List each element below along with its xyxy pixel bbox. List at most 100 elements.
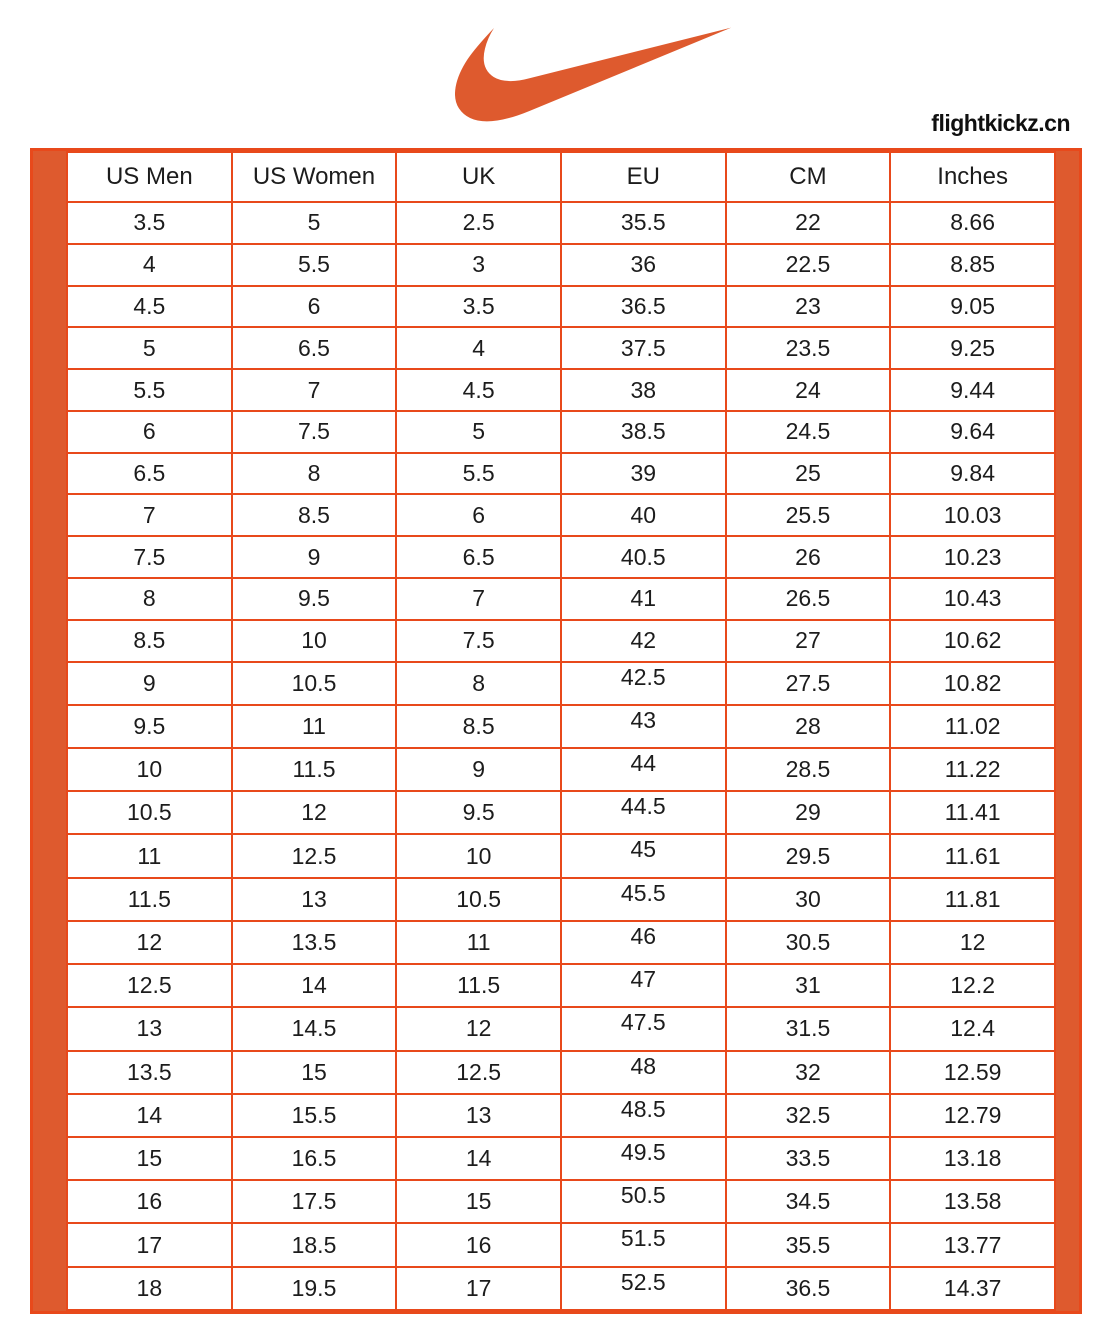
table-cell: 5.5 bbox=[230, 242, 398, 287]
left-accent-bar bbox=[33, 151, 66, 1311]
table-cell: 9 bbox=[66, 660, 233, 706]
table-cell: 6.5 bbox=[66, 451, 233, 496]
table-cell: 14 bbox=[66, 1092, 233, 1139]
table-cell: 10.5 bbox=[66, 790, 233, 836]
table-cell: 11.5 bbox=[66, 876, 233, 922]
table-cell: 27 bbox=[724, 618, 892, 663]
table-row: 10.5 12 9.5 44.5 29 11.41 bbox=[66, 790, 1056, 836]
table-cell: 8.5 bbox=[66, 618, 233, 663]
table-row: 14 15.5 13 48.5 32.5 12.79 bbox=[66, 1092, 1056, 1139]
table-cell: 31 bbox=[724, 963, 892, 1009]
table-cell: 31.5 bbox=[724, 1006, 892, 1052]
table-cell: 13 bbox=[395, 1092, 562, 1139]
table-cell: 6 bbox=[395, 493, 562, 538]
table-body: 3.5 5 2.5 35.5 22 8.66 4 5.5 3 36 22.5 8.85 4.5 6 3.5 3… bbox=[66, 201, 1056, 1312]
table-cell: 23 bbox=[724, 284, 892, 329]
table-cell: 7.5 bbox=[395, 618, 562, 663]
table-cell: 11.61 bbox=[889, 833, 1056, 879]
swoosh-icon bbox=[455, 27, 732, 122]
table-cell: 10.03 bbox=[889, 493, 1056, 538]
table-cell: 10.5 bbox=[230, 660, 398, 706]
table-cell: 10 bbox=[66, 747, 233, 793]
table-cell: 38.5 bbox=[559, 409, 727, 454]
table-cell: 48.5 bbox=[559, 1092, 727, 1139]
table-cell: 44 bbox=[559, 747, 727, 793]
table-cell: 23.5 bbox=[724, 326, 892, 371]
table-cell: 45.5 bbox=[559, 876, 727, 922]
table-cell: 34.5 bbox=[724, 1179, 892, 1225]
table-cell: 2.5 bbox=[395, 201, 562, 245]
table-cell: 5 bbox=[66, 326, 233, 371]
table-cell: 52.5 bbox=[559, 1265, 727, 1312]
table-cell: 8 bbox=[230, 451, 398, 496]
table-cell: 5 bbox=[395, 409, 562, 454]
table-cell: 49.5 bbox=[559, 1135, 727, 1182]
table-cell: 18 bbox=[66, 1265, 233, 1312]
nike-swoosh-logo bbox=[455, 12, 733, 137]
table-row: 11.5 13 10.5 45.5 30 11.81 bbox=[66, 876, 1056, 922]
table-cell: 8 bbox=[66, 577, 233, 621]
table-cell: 25 bbox=[724, 451, 892, 496]
table-cell: 28 bbox=[724, 703, 892, 750]
table-cell: 10.82 bbox=[889, 660, 1056, 706]
table-cell: 10.5 bbox=[395, 876, 562, 922]
table-cell: 35.5 bbox=[559, 201, 727, 245]
table-cell: 10 bbox=[230, 618, 398, 663]
table-cell: 50.5 bbox=[559, 1179, 727, 1225]
table-cell: 24 bbox=[724, 368, 892, 412]
table-cell: 10.43 bbox=[889, 577, 1056, 621]
table-cell: 37.5 bbox=[559, 326, 727, 371]
table-cell: 11 bbox=[66, 833, 233, 879]
table-cell: 22 bbox=[724, 201, 892, 245]
table-cell: 9.25 bbox=[889, 326, 1056, 371]
table-cell: 6.5 bbox=[230, 326, 398, 371]
table-row: 9.5 11 8.5 43 28 11.02 bbox=[66, 703, 1056, 750]
table-cell: 24.5 bbox=[724, 409, 892, 454]
table-cell: 5 bbox=[230, 201, 398, 245]
table-row: 5.5 7 4.5 38 24 9.44 bbox=[66, 368, 1056, 412]
table-cell: 7 bbox=[66, 493, 233, 538]
table-cell: 12 bbox=[66, 919, 233, 966]
size-chart: US Men US Women UK EU CM Inches 3.5 5 2.5 3… bbox=[30, 148, 1082, 1314]
table-row: 8.5 10 7.5 42 27 10.62 bbox=[66, 618, 1056, 663]
table-cell: 42 bbox=[559, 618, 727, 663]
table-cell: 46 bbox=[559, 919, 727, 966]
table-row: 15 16.5 14 49.5 33.5 13.18 bbox=[66, 1135, 1056, 1182]
table-cell: 12.5 bbox=[66, 963, 233, 1009]
table-cell: 13.58 bbox=[889, 1179, 1056, 1225]
table-cell: 40.5 bbox=[559, 535, 727, 580]
table-cell: 39 bbox=[559, 451, 727, 496]
table-cell: 36.5 bbox=[724, 1265, 892, 1312]
table-cell: 36.5 bbox=[559, 284, 727, 329]
table-cell: 26 bbox=[724, 535, 892, 580]
table-cell: 15 bbox=[395, 1179, 562, 1225]
right-accent-bar bbox=[1056, 151, 1079, 1311]
table-cell: 9.84 bbox=[889, 451, 1056, 496]
table-cell: 7.5 bbox=[230, 409, 398, 454]
table-row: 4.5 6 3.5 36.5 23 9.05 bbox=[66, 284, 1056, 329]
table-cell: 41 bbox=[559, 577, 727, 621]
size-conversion-table: US Men US Women UK EU CM Inches 3.5 5 2.5 3… bbox=[66, 151, 1056, 1312]
table-cell: 51.5 bbox=[559, 1222, 727, 1268]
table-cell: 8.5 bbox=[230, 493, 398, 538]
table-cell: 4 bbox=[66, 242, 233, 287]
table-cell: 19.5 bbox=[230, 1265, 398, 1312]
table-cell: 8.5 bbox=[395, 703, 562, 750]
table-cell: 28.5 bbox=[724, 747, 892, 793]
table-row: 10 11.5 9 44 28.5 11.22 bbox=[66, 747, 1056, 793]
table-cell: 15 bbox=[230, 1049, 398, 1095]
table-cell: 30 bbox=[724, 876, 892, 922]
table-cell: 13 bbox=[230, 876, 398, 922]
table-row: 6.5 8 5.5 39 25 9.84 bbox=[66, 451, 1056, 496]
table-cell: 11 bbox=[230, 703, 398, 750]
table-cell: 29 bbox=[724, 790, 892, 836]
table-cell: 16.5 bbox=[230, 1135, 398, 1182]
table-cell: 15.5 bbox=[230, 1092, 398, 1139]
table-cell: 3 bbox=[395, 242, 562, 287]
table-row: 9 10.5 8 42.5 27.5 10.82 bbox=[66, 660, 1056, 706]
table-cell: 9.5 bbox=[66, 703, 233, 750]
site-name: flightkickz.cn bbox=[931, 110, 1070, 136]
table-cell: 32.5 bbox=[724, 1092, 892, 1139]
table-cell: 27.5 bbox=[724, 660, 892, 706]
